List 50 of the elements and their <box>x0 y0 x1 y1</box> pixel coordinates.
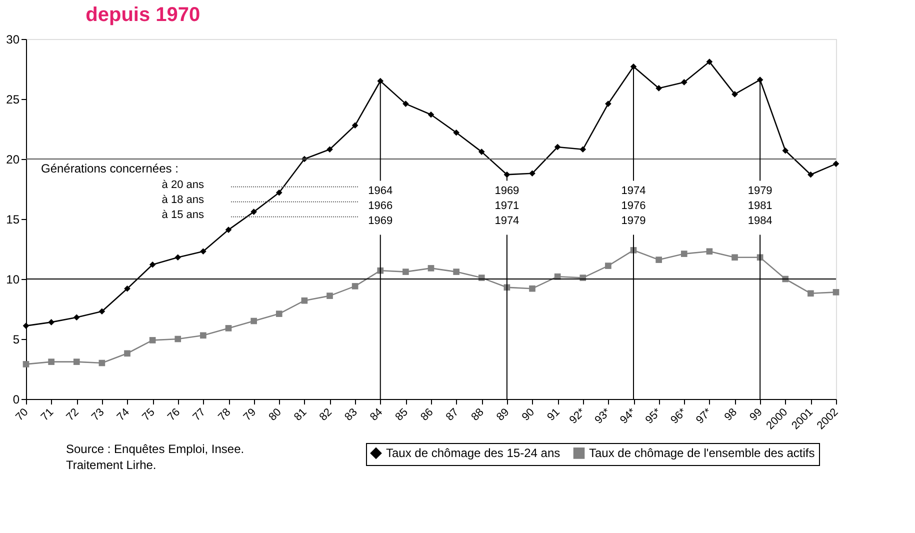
x-tick-label: 70 <box>14 406 31 424</box>
x-tick-label: 98 <box>722 406 740 424</box>
x-tick-label: 74 <box>114 406 132 424</box>
annotation: à 18 ans <box>162 194 204 206</box>
x-tick-label: 91 <box>545 406 562 424</box>
x-tick-label: 93* <box>592 406 614 426</box>
x-tick-label: 72 <box>64 406 82 424</box>
x-tick-label: 97* <box>694 406 715 426</box>
x-tick-label: 87 <box>444 406 462 424</box>
x-tick-label: 90 <box>520 406 537 424</box>
x-tick-label: 81 <box>292 406 310 424</box>
annotation: à 20 ans <box>162 178 204 191</box>
x-tick-label: 88 <box>469 406 486 424</box>
x-tick-label: 92* <box>567 406 588 426</box>
source-note: Source : Enquêtes Emploi, Insee. <box>66 442 244 456</box>
text: Traitement Lirhe. <box>66 458 156 472</box>
legend-label: Taux de chômage de l'ensemble des actifs <box>589 446 815 460</box>
ref-line-label: 1974 1976 1979 <box>621 184 646 227</box>
x-tick-label: 99 <box>748 406 765 424</box>
legend-label: Taux de chômage des 15-24 ans <box>386 446 560 460</box>
x-tick-label: 96* <box>668 406 690 426</box>
y-tick-label: 0 <box>12 392 20 406</box>
y-tick-label: 25 <box>6 92 20 106</box>
x-tick-label: 71 <box>38 406 56 424</box>
ref-line-label: 1969 1971 1974 <box>494 184 520 227</box>
x-tick-label: 73 <box>90 406 107 424</box>
chart-title: depuis 1970 <box>86 4 200 26</box>
x-tick-label: 84 <box>368 406 386 424</box>
y-tick-label: 20 <box>6 152 20 166</box>
y-tick-label: 5 <box>12 332 20 346</box>
x-tick-label: 89 <box>494 406 512 424</box>
annotation: à 15 ans <box>162 208 204 221</box>
x-tick-label: 78 <box>216 406 234 424</box>
y-tick-label: 30 <box>6 32 20 46</box>
x-tick-label: 82 <box>317 406 334 424</box>
annotation: Générations concernées : <box>41 162 178 176</box>
x-tick-label: 95* <box>643 406 664 426</box>
x-tick-label: 94* <box>618 406 639 426</box>
ref-line-label: 1979 1981 1984 <box>748 184 772 227</box>
x-tick-label: 85 <box>393 406 410 424</box>
x-tick-label: 83 <box>342 406 360 424</box>
x-tick-label: 75 <box>140 406 158 424</box>
y-tick-label: 10 <box>6 272 20 286</box>
ref-line-label: 1964 1966 1969 <box>368 184 393 227</box>
x-tick-label: 79 <box>241 406 259 424</box>
x-tick-label: 76 <box>165 406 183 424</box>
x-tick-label: 80 <box>266 406 284 424</box>
x-tick-label: 86 <box>418 406 436 424</box>
y-tick-label: 15 <box>6 212 20 226</box>
x-tick-label: 77 <box>190 406 208 424</box>
